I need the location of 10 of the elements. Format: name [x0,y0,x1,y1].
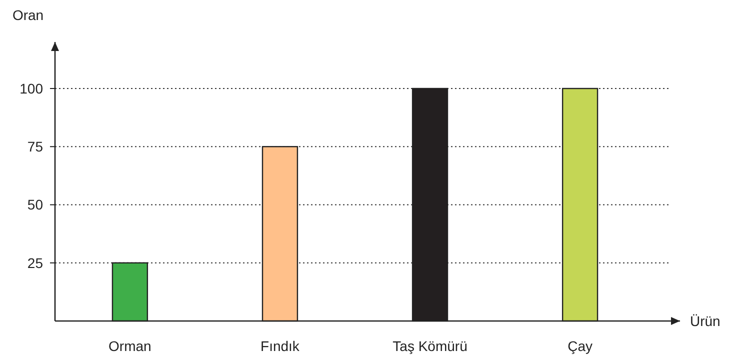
y-tick-label: 50 [27,196,44,213]
x-tick-label: Orman [108,338,152,354]
y-tick-label: 25 [27,254,44,271]
x-tick-label: Çay [568,338,593,354]
y-tick-label: 100 [20,80,44,96]
y-tick-label: 75 [27,138,44,155]
y-axis-title: Oran [12,7,44,23]
x-axis-title: Ürün [690,313,720,329]
x-tick-label: Fındık [260,338,300,354]
x-tick-label: Taş Kömürü [392,338,468,354]
